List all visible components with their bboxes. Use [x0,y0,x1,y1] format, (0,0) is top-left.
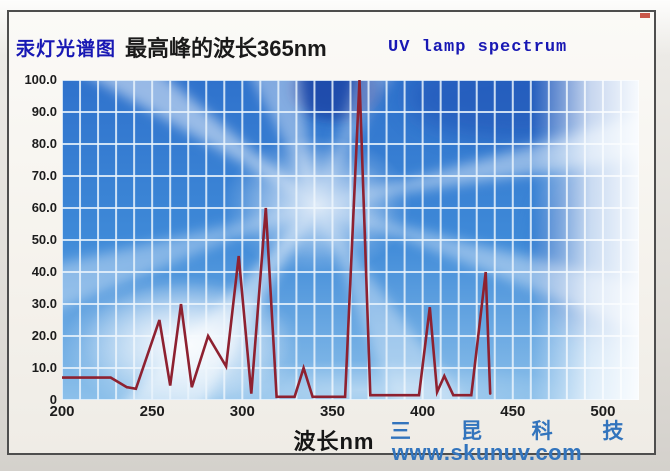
y-tick-label: 40.0 [31,264,57,279]
x-tick-label: 500 [590,403,616,420]
y-tick-label: 60.0 [31,200,57,215]
x-tick-label: 400 [410,403,436,420]
spectrum-plot [62,80,639,400]
x-axis-title: 波长nm [293,429,375,454]
y-tick-label: 70.0 [31,168,57,183]
y-tick-label: 90.0 [31,104,57,119]
spectrum-plot-area [62,80,639,400]
watermark-website-url: www.skunuv.com [391,440,583,465]
chart-title-english: UV lamp spectrum [388,38,568,57]
watermark: 三 昆 科 技 www.skunuv.com [378,420,646,465]
watermark-company-name: 三 昆 科 技 [390,420,646,443]
x-tick-label: 300 [229,403,255,420]
corner-artifact-mark [640,13,650,18]
x-tick-label: 200 [49,403,75,420]
y-tick-label: 0 [49,392,57,407]
y-tick-label: 50.0 [31,232,57,247]
y-tick-label: 30.0 [31,296,57,311]
chart-frame: 汞灯光谱图 最高峰的波长365nm UV lamp spectrum [7,10,656,455]
chart-title-chinese: 汞灯光谱图 [16,39,117,60]
y-tick-label: 80.0 [31,136,57,151]
x-tick-label: 350 [319,403,345,420]
x-tick-label: 250 [139,403,165,420]
chart-title-peak-wavelength: 最高峰的波长365nm [125,36,327,61]
spectrum-line [62,80,492,399]
y-tick-label: 100.0 [24,72,57,87]
y-tick-label: 20.0 [31,328,57,343]
x-tick-label: 450 [500,403,526,420]
y-tick-label: 10.0 [31,360,57,375]
highlight-overlays [82,80,639,400]
